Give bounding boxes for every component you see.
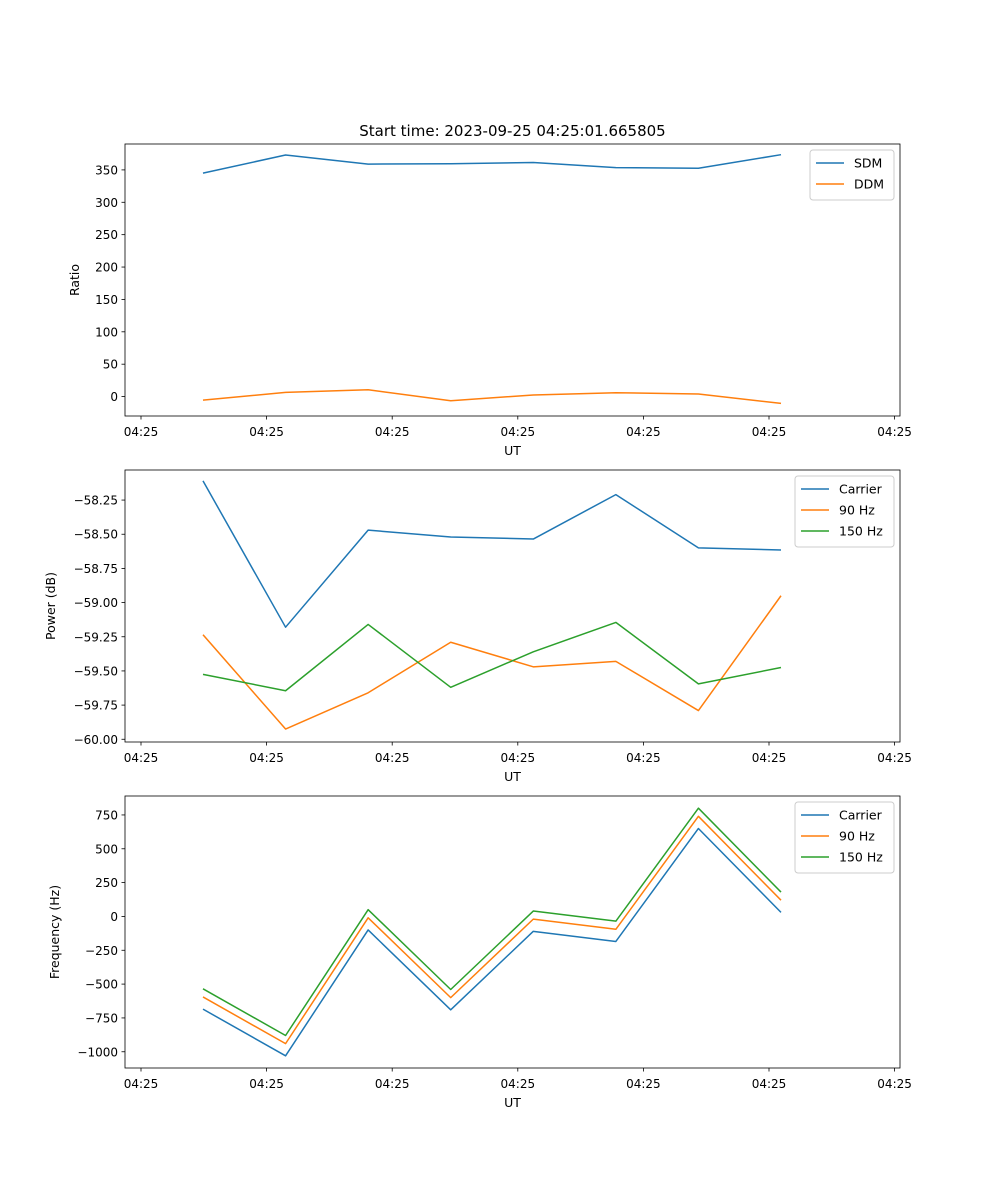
legend-label: 150 Hz — [839, 524, 883, 539]
legend-label: Carrier — [839, 808, 883, 823]
legend-label: 90 Hz — [839, 503, 875, 518]
y-tick-label: −500 — [85, 978, 118, 992]
y-tick-label: −1000 — [77, 1045, 118, 1059]
axes-frame — [124, 795, 901, 1069]
chart-panel-2: −60.00 −59.75 −59.50 −59.25 −59.00 −58.75 −58.… — [43, 469, 912, 784]
y-tick-label: −59.00 — [74, 596, 118, 610]
x-tick-label: 04:25 — [501, 1077, 536, 1091]
x-axis-label: UT — [504, 443, 521, 458]
series-line-150-hz — [202, 807, 782, 1037]
y-tick-label: −58.50 — [74, 528, 118, 542]
legend-label: SDM — [854, 156, 882, 171]
x-tick-label: 04:25 — [752, 1077, 787, 1091]
x-tick-label: 04:25 — [752, 425, 787, 439]
x-tick-label: 04:25 — [626, 425, 661, 439]
x-tick-label: 04:25 — [501, 751, 536, 765]
x-tick-label: 04:25 — [375, 751, 410, 765]
series-line-carrier — [202, 480, 782, 628]
x-tick-label: 04:25 — [877, 425, 912, 439]
x-tick-label: 04:25 — [124, 425, 159, 439]
x-tick-label: 04:25 — [877, 751, 912, 765]
y-tick-label: 250 — [95, 876, 118, 890]
y-axis-label: Ratio — [67, 264, 82, 296]
y-tick-label: 0 — [110, 390, 118, 404]
y-tick-label: 500 — [95, 842, 118, 856]
x-tick-label: 04:25 — [249, 751, 284, 765]
axes-frame — [124, 469, 901, 743]
legend: SDM DDM — [809, 149, 895, 201]
y-tick-label: 300 — [95, 196, 118, 210]
y-tick-label: 100 — [95, 325, 118, 339]
chart-panel-1: 0 50 100 150 200 250 300 350 04:25 04:25 04:25 04:2… — [67, 143, 912, 458]
y-tick-label: 200 — [95, 261, 118, 275]
legend: Carrier 90 Hz 150 Hz — [794, 801, 895, 874]
series-line-150-hz — [202, 621, 782, 692]
x-tick-label: 04:25 — [626, 751, 661, 765]
legend-label: DDM — [854, 177, 884, 192]
legend: Carrier 90 Hz 150 Hz — [794, 475, 895, 548]
x-tick-label: 04:25 — [249, 425, 284, 439]
y-tick-label: 750 — [95, 808, 118, 822]
x-tick-label: 04:25 — [124, 1077, 159, 1091]
x-tick-label: 04:25 — [124, 751, 159, 765]
y-tick-label: −60.00 — [74, 733, 118, 747]
x-tick-label: 04:25 — [752, 751, 787, 765]
series-line-carrier — [202, 827, 782, 1057]
y-axis-label: Frequency (Hz) — [47, 885, 62, 979]
series-line-90-hz — [202, 595, 782, 730]
y-axis-label: Power (dB) — [43, 572, 58, 640]
panels: 0 50 100 150 200 250 300 350 04:25 04:25 04:25 04:2… — [43, 143, 912, 1110]
series-line-sdm — [202, 153, 782, 174]
legend-box — [794, 475, 895, 548]
series-line-90-hz — [202, 815, 782, 1045]
y-tick-label: 250 — [95, 228, 118, 242]
legend-label: Carrier — [839, 482, 883, 497]
y-tick-label: 150 — [95, 293, 118, 307]
x-tick-label: 04:25 — [501, 425, 536, 439]
y-tick-label: −250 — [85, 944, 118, 958]
y-tick-label: −750 — [85, 1011, 118, 1025]
y-tick-label: −59.25 — [74, 630, 118, 644]
x-tick-label: 04:25 — [877, 1077, 912, 1091]
y-tick-label: −58.25 — [74, 494, 118, 508]
legend-box — [794, 801, 895, 874]
y-tick-label: 0 — [110, 910, 118, 924]
y-tick-label: 350 — [95, 163, 118, 177]
x-tick-label: 04:25 — [375, 425, 410, 439]
y-tick-label: −58.75 — [74, 562, 118, 576]
y-tick-label: −59.75 — [74, 699, 118, 713]
chart-panel-3: −1000 −750 −500 −250 0 250 500 750 04:25 04:25 04:… — [47, 795, 912, 1110]
x-tick-label: 04:25 — [249, 1077, 284, 1091]
y-tick-label: −59.50 — [74, 664, 118, 678]
x-axis-label: UT — [504, 769, 521, 784]
x-tick-label: 04:25 — [375, 1077, 410, 1091]
axes-frame — [124, 143, 901, 417]
y-tick-label: 50 — [103, 358, 118, 372]
series-line-ddm — [202, 389, 782, 405]
x-tick-label: 04:25 — [626, 1077, 661, 1091]
legend-label: 90 Hz — [839, 829, 875, 844]
figure-title: Start time: 2023-09-25 04:25:01.665805 — [359, 122, 665, 140]
x-axis-label: UT — [504, 1095, 521, 1110]
legend-label: 150 Hz — [839, 850, 883, 865]
